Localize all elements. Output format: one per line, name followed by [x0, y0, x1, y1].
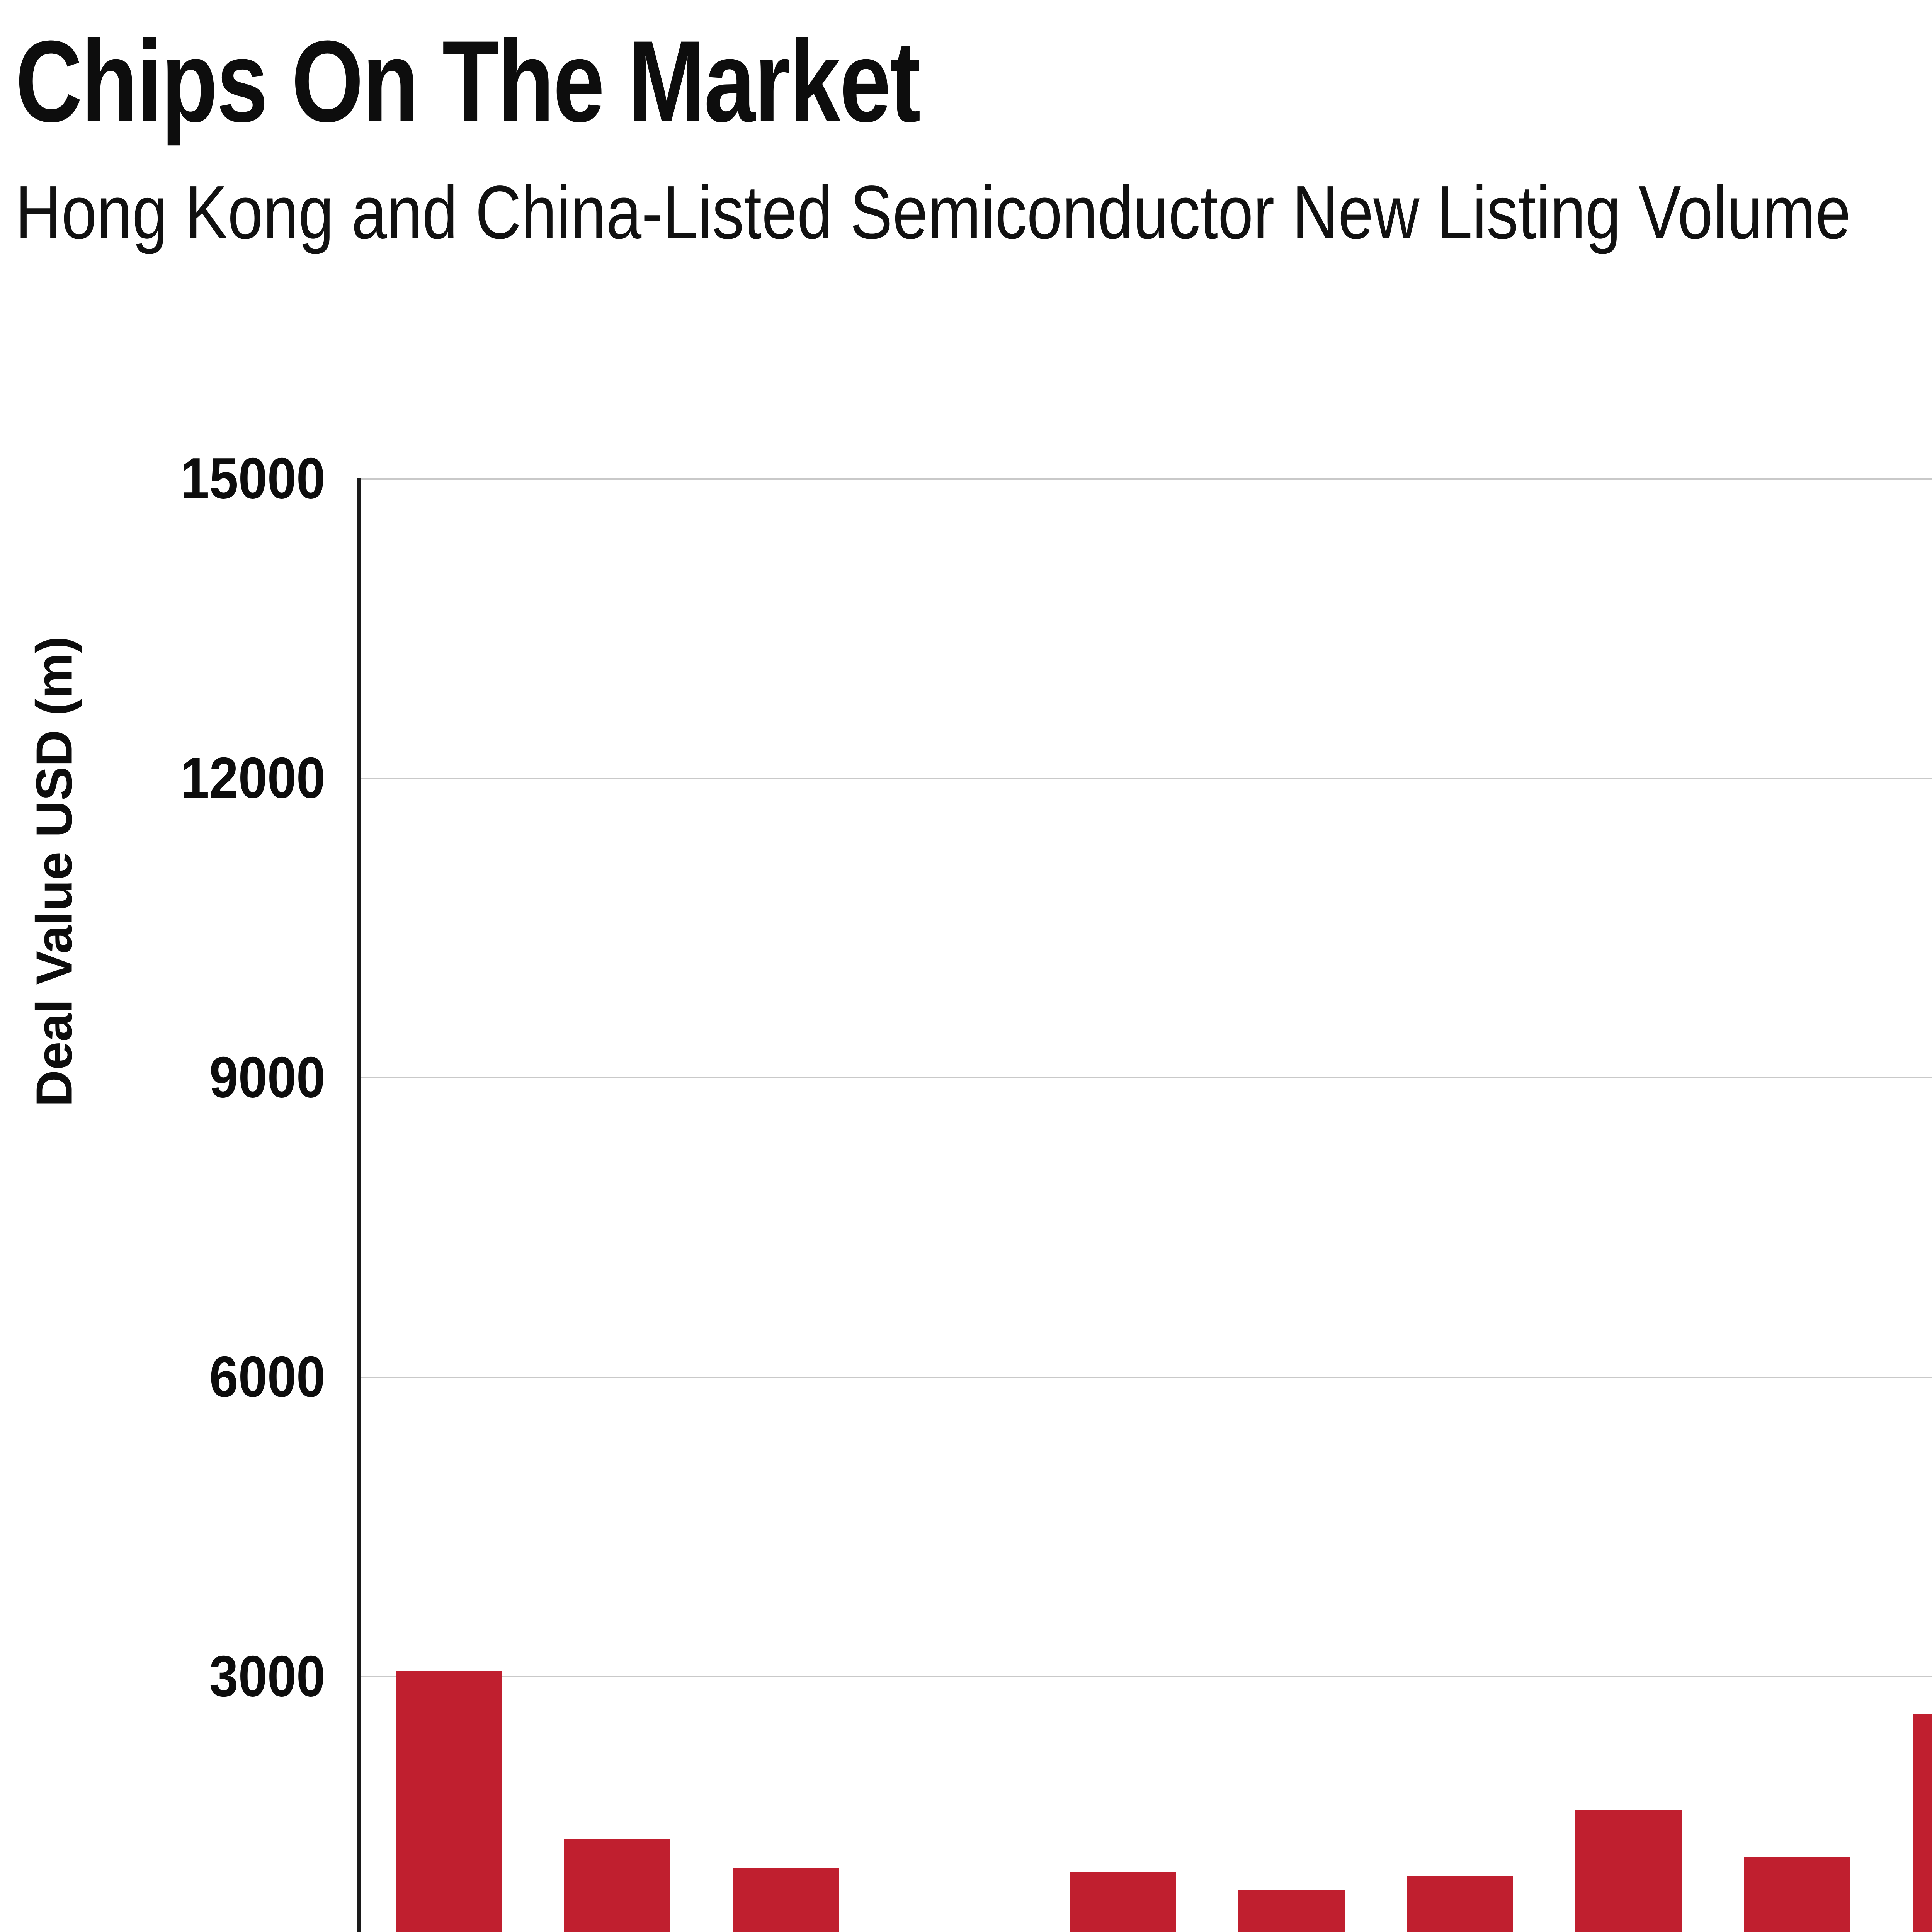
- y-axis-tick-label: 6000: [209, 1344, 325, 1409]
- bar-slot: [533, 478, 701, 1932]
- bar-slot: [1881, 478, 1932, 1932]
- bar-slot: [1713, 478, 1881, 1932]
- y-axis-tick-label: 3000: [209, 1643, 325, 1709]
- bar-2010[interactable]: [395, 1671, 502, 1932]
- y-axis-tick-label: 12000: [180, 745, 325, 810]
- chart-subtitle: Hong Kong and China-Listed Semiconductor…: [15, 170, 1851, 255]
- gridline: [361, 1077, 1932, 1078]
- bar-2015[interactable]: [1238, 1889, 1345, 1932]
- chart-header: Chips On The Market Hong Kong and China-…: [15, 0, 1932, 250]
- bar-slot: [1039, 478, 1207, 1932]
- gridline: [361, 1676, 1932, 1677]
- bar-2016[interactable]: [1407, 1876, 1514, 1932]
- bar-2012[interactable]: [733, 1868, 839, 1932]
- bar-slot: [1544, 478, 1713, 1932]
- y-axis-tick-label: 15000: [180, 446, 325, 511]
- bar-slot: [1376, 478, 1544, 1932]
- bar-2011[interactable]: [564, 1839, 670, 1932]
- bar-slot: [364, 478, 533, 1932]
- bar-slot: [870, 478, 1039, 1932]
- bar-2017[interactable]: [1575, 1810, 1682, 1932]
- bar-slot: [702, 478, 870, 1932]
- bar-series: [364, 478, 1932, 1932]
- bar-2014[interactable]: [1070, 1872, 1176, 1932]
- bar-2018[interactable]: [1744, 1857, 1850, 1932]
- bar-2019[interactable]: [1912, 1714, 1932, 1932]
- bar-slot: [1207, 478, 1376, 1932]
- y-axis-tick-label: 9000: [209, 1044, 325, 1110]
- gridline: [361, 1377, 1932, 1378]
- page-title: Chips On The Market: [15, 16, 921, 146]
- gridline: [361, 478, 1932, 480]
- gridline: [361, 778, 1932, 779]
- plot-area: 03000600090001200015000: [180, 446, 1932, 1932]
